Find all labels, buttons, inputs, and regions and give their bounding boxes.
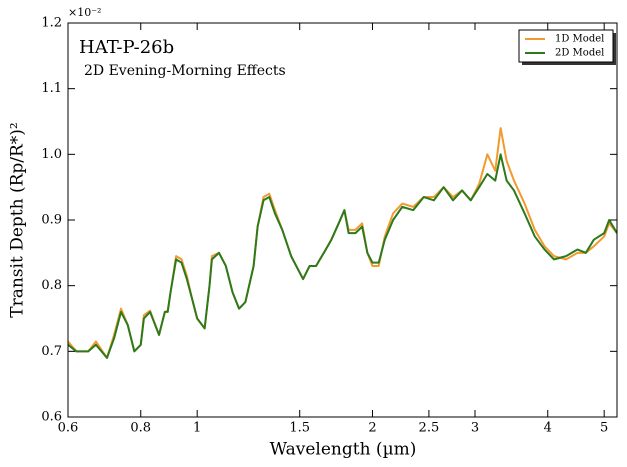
chart-subtitle: 2D Evening-Morning Effects: [84, 63, 286, 79]
x-tick-label: 0.6: [58, 421, 79, 436]
y-axis-label: Transit Depth (Rp/R*)²: [8, 122, 28, 318]
series-line: [68, 127, 617, 359]
legend-box: [518, 29, 614, 63]
legend-label: 2D Model: [555, 48, 604, 59]
x-tick-label: 3: [471, 421, 479, 436]
x-tick-label: 0.8: [130, 421, 151, 436]
plot-lines: [68, 127, 617, 359]
x-tick-label: 2.5: [419, 421, 440, 436]
y-tick-label: 0.8: [41, 278, 62, 293]
x-tick-label: 2: [368, 421, 376, 436]
x-tick-label: 1: [193, 421, 201, 436]
y-tick-label: 1.1: [41, 81, 62, 96]
chart-title: HAT-P-26b: [79, 37, 174, 58]
y-tick-label: 1.0: [41, 147, 62, 162]
y-tick-label: 0.7: [41, 344, 62, 359]
x-axis-label: Wavelength (µm): [270, 440, 417, 460]
x-tick-label: 4: [544, 421, 552, 436]
x-tick-label: 5: [600, 421, 608, 436]
legend-label: 1D Model: [555, 34, 604, 45]
y-tick-label: 1.2: [41, 16, 62, 31]
plot-frame: [67, 22, 618, 418]
y-multiplier: ×10⁻²: [68, 6, 101, 19]
y-tick-label: 0.9: [41, 213, 62, 228]
y-tick-label: 0.6: [41, 410, 62, 425]
x-tick-label: 1.5: [289, 421, 310, 436]
series-line: [68, 153, 617, 359]
